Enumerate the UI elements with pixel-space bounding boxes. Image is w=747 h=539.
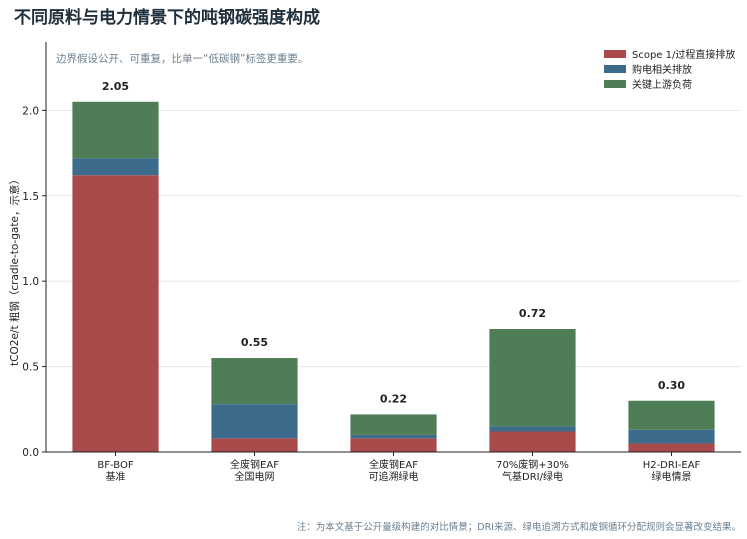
x-tick-label-2: 全废钢EAF 可追溯绿电 bbox=[369, 458, 419, 483]
y-tick-label-3: 1.5 bbox=[22, 191, 39, 203]
bar-3-series-1 bbox=[489, 426, 576, 432]
bars-layer: 2.05 0.55 0.22 0.72 0.30 bbox=[72, 80, 715, 452]
legend-swatch-1 bbox=[604, 65, 626, 73]
x-tick-label-2-line-1: 可追溯绿电 bbox=[369, 470, 419, 483]
total-label-3: 0.72 bbox=[519, 307, 546, 320]
legend-swatch-0 bbox=[604, 50, 626, 58]
x-tick-label-3: 70%废钢+30%气基DRI/绿电 bbox=[496, 458, 569, 483]
x-tick-label-2-line-0: 全废钢EAF bbox=[369, 458, 418, 471]
bar-3-series-2 bbox=[489, 329, 576, 427]
y-tick-label-2: 1.0 bbox=[22, 276, 39, 288]
chart-subtitle: 边界假设公开、可重复，比单一“低碳钢”标签更重要。 bbox=[56, 52, 308, 65]
x-tick-label-1: 全废钢EAF 全国电网 bbox=[230, 458, 279, 483]
bar-4-series-2 bbox=[628, 400, 715, 430]
x-tick-label-4: H2-DRI-EAF 绿电情景 bbox=[643, 460, 701, 483]
x-tick-label-0-line-1: 基准 bbox=[106, 470, 126, 483]
bar-2-series-0 bbox=[350, 438, 437, 452]
total-label-1: 0.55 bbox=[241, 336, 268, 349]
bar-2-series-1 bbox=[350, 434, 437, 439]
y-axis-label: tCO2e/t 粗钢（cradle-to-gate，示意） bbox=[8, 174, 21, 366]
bar-3-series-0 bbox=[489, 431, 576, 452]
legend-label-0: Scope 1/过程直接排放 bbox=[632, 48, 735, 61]
x-tick-label-3-line-1: 气基DRI/绿电 bbox=[502, 470, 563, 483]
total-label-0: 2.05 bbox=[102, 80, 129, 93]
x-tick-label-0-line-0: BF-BOF bbox=[97, 460, 133, 471]
x-tick-label-1-line-1: 全国电网 bbox=[235, 470, 275, 483]
bar-1-series-1 bbox=[211, 404, 298, 439]
x-tick-label-3-line-0: 70%废钢+30% bbox=[496, 458, 569, 471]
x-tick-label-0: BF-BOF 基准 bbox=[97, 460, 133, 483]
bar-0-series-0 bbox=[72, 175, 159, 452]
bar-4-series-1 bbox=[628, 429, 715, 444]
bar-0-series-1 bbox=[72, 158, 159, 176]
legend-label-2: 关键上游负荷 bbox=[632, 78, 692, 91]
footnote: 注：为本文基于公开量级构建的对比情景；DRI来源、绿电追溯方式和废钢循环分配规则… bbox=[297, 521, 741, 533]
y-tick-label-4: 2.0 bbox=[22, 105, 39, 117]
x-tick-label-4-line-1: 绿电情景 bbox=[652, 470, 692, 483]
y-tick-label-0: 0.0 bbox=[22, 447, 39, 459]
bar-0-series-2 bbox=[72, 101, 159, 159]
y-tick-label-1: 0.5 bbox=[22, 362, 39, 374]
total-label-4: 0.30 bbox=[658, 379, 685, 392]
legend-label-1: 购电相关排放 bbox=[632, 63, 692, 76]
bar-2-series-2 bbox=[350, 414, 437, 435]
x-tick-label-1-line-0: 全废钢EAF bbox=[230, 458, 279, 471]
total-label-2: 0.22 bbox=[380, 392, 407, 405]
bar-4-series-0 bbox=[628, 443, 715, 452]
legend-swatch-2 bbox=[604, 80, 626, 88]
chart-title: 不同原料与电力情景下的吨钢碳强度构成 bbox=[14, 7, 320, 28]
bar-1-series-0 bbox=[211, 438, 298, 452]
bar-1-series-2 bbox=[211, 358, 298, 405]
x-tick-label-4-line-0: H2-DRI-EAF bbox=[643, 460, 701, 471]
